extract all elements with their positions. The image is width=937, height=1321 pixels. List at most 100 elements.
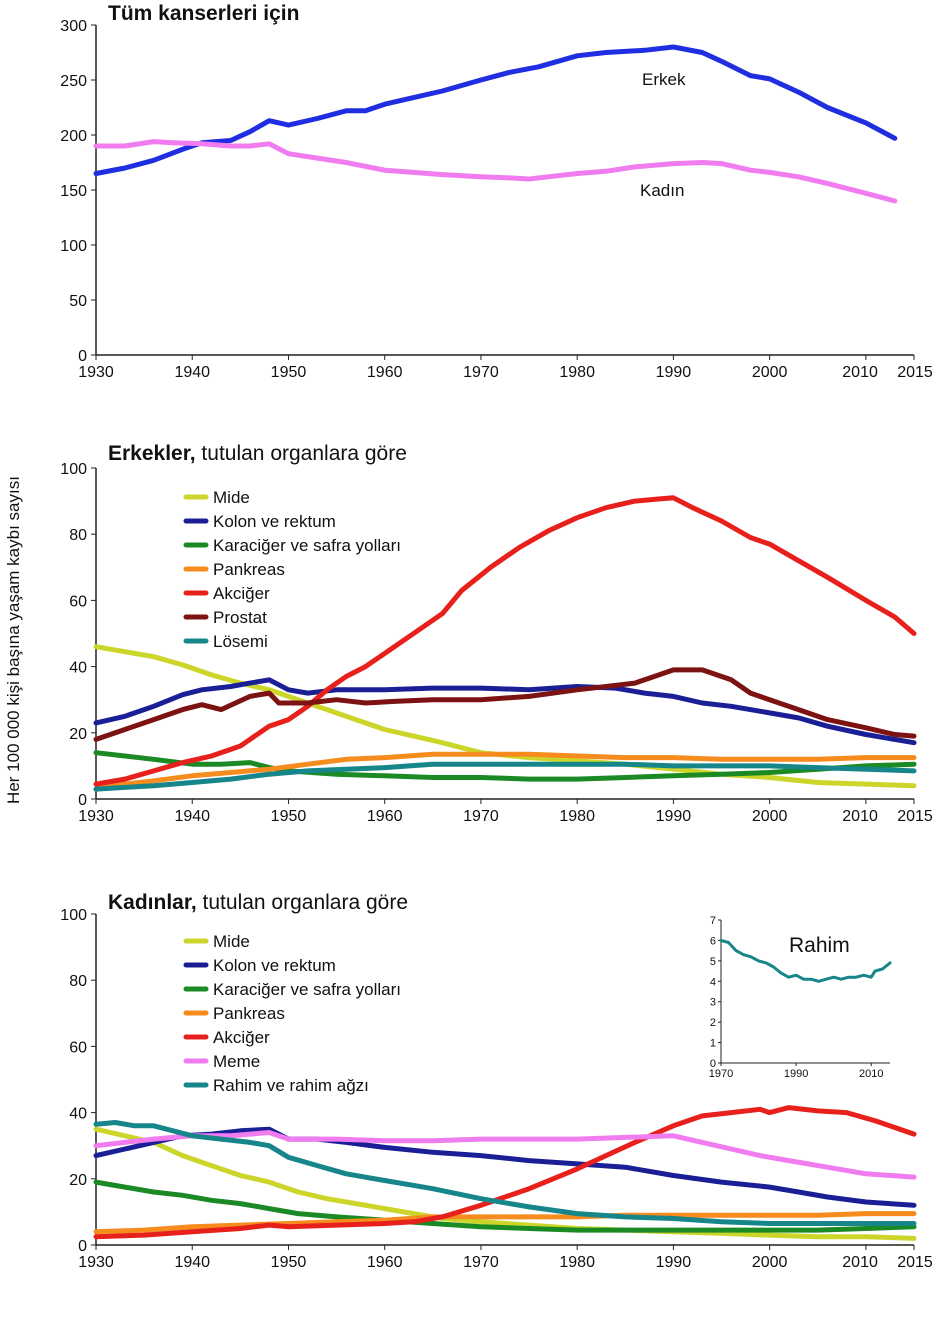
chart-title-rest: tutulan organlara göre: [196, 442, 407, 465]
y-tick-label: 0: [78, 792, 87, 809]
chart-panel-1: Tüm kanserleri için 0 50 100 150 200 250 300 193…: [60, 2, 933, 381]
x-tick-label: 2000: [752, 1254, 788, 1271]
series-line-akci-er: [93, 1105, 917, 1240]
y-tick-label: 250: [60, 73, 87, 90]
x-tick-label: 2015: [897, 808, 933, 825]
legend-label: Mide: [213, 488, 250, 507]
x-tick-label: 1990: [656, 1254, 692, 1271]
y-tick-label: 300: [60, 18, 87, 35]
series-line-kad-n: [93, 139, 898, 204]
series-line-akci-er: [93, 495, 917, 787]
x-tick-label: 1950: [271, 1254, 307, 1271]
legend-label: Akciğer: [213, 1028, 270, 1047]
legend-label: Kolon ve rektum: [213, 512, 336, 531]
x-tick-label: 1990: [656, 808, 692, 825]
y-tick-label: 5: [710, 956, 716, 968]
x-tick-label: 1960: [367, 364, 403, 381]
x-tick-label: 1940: [174, 364, 210, 381]
legend-label: Pankreas: [213, 560, 285, 579]
x-tick-label: 1970: [463, 364, 499, 381]
x-tick-label: 1970: [463, 808, 499, 825]
y-tick-label: 7: [710, 915, 716, 927]
y-tick-label: 6: [710, 935, 716, 947]
y-tick-label: 100: [60, 238, 87, 255]
y-tick-label: 20: [69, 726, 87, 743]
chart-title-bold: Erkekler,: [108, 442, 196, 465]
inset-title: Rahim: [789, 934, 850, 957]
x-tick-label: 1940: [174, 1254, 210, 1271]
chart-title: Tüm kanserleri için: [108, 2, 299, 25]
y-tick-label: 150: [60, 183, 87, 200]
y-tick-label: 20: [69, 1172, 87, 1189]
legend-label: Pankreas: [213, 1004, 285, 1023]
legend-label: Lösemi: [213, 632, 268, 651]
chart-title: Erkekler, tutulan organlara göre: [108, 442, 407, 465]
chart-title: Kadınlar, tutulan organlara göre: [108, 891, 408, 914]
series-line-rahim: [719, 938, 892, 983]
x-tick-label: 1960: [367, 1254, 403, 1271]
x-tick-label: 1940: [174, 808, 210, 825]
x-tick-label: 1970: [463, 1254, 499, 1271]
legend-label: Mide: [213, 932, 250, 951]
y-tick-label: 4: [710, 976, 716, 988]
series-line-karaci-er-ve-safra-yollar-: [93, 750, 917, 782]
y-tick-label: 0: [78, 1238, 87, 1255]
y-tick-label: 3: [710, 997, 716, 1009]
x-tick-label: 2010: [842, 808, 878, 825]
legend-label: Karaciğer ve safra yolları: [213, 536, 401, 555]
x-tick-label: 1930: [78, 364, 114, 381]
x-tick-label: 1950: [271, 364, 307, 381]
legend-label: Prostat: [213, 608, 267, 627]
y-tick-label: 40: [69, 1106, 87, 1123]
x-tick-label: 2010: [859, 1068, 883, 1080]
series-line-karaci-er-ve-safra-yollar-: [93, 1179, 917, 1233]
x-tick-label: 2000: [752, 364, 788, 381]
y-tick-label: 0: [78, 348, 87, 365]
chart-panel-3: Kadınlar, tutulan organlara göre02040608…: [60, 891, 933, 1271]
series-line-pankreas: [93, 751, 917, 792]
y-tick-label: 200: [60, 128, 87, 145]
series-line-prostat: [93, 667, 917, 742]
y-tick-label: 80: [69, 527, 87, 544]
x-tick-label: 2010: [842, 1254, 878, 1271]
y-tick-label: 50: [69, 293, 87, 310]
chart-title-bold: Tüm kanserleri için: [108, 2, 299, 25]
x-tick-label: 1970: [709, 1068, 733, 1080]
series-label: Erkek: [642, 70, 686, 89]
chart-title-bold: Kadınlar,: [108, 891, 197, 914]
x-tick-label: 2000: [752, 808, 788, 825]
legend: Mide Kolon ve rektum Karaciğer ve safra yo…: [183, 488, 401, 651]
x-tick-label: 1980: [559, 1254, 595, 1271]
x-tick-label: 2010: [842, 364, 878, 381]
x-tick-label: 1990: [784, 1068, 808, 1080]
series-line-kolon-ve-rektum: [93, 677, 917, 746]
x-tick-label: 1980: [559, 808, 595, 825]
legend: Mide Kolon ve rektum Karaciğer ve safra yo…: [183, 932, 401, 1095]
y-tick-label: 100: [60, 461, 87, 478]
legend-label: Karaciğer ve safra yolları: [213, 980, 401, 999]
series-line-rahim-ve-rahim-a-z-: [93, 1120, 917, 1226]
legend-label: Kolon ve rektum: [213, 956, 336, 975]
y-tick-label: 100: [60, 907, 87, 924]
chart-title-rest: tutulan organlara göre: [197, 891, 408, 914]
y-tick-label: 0: [710, 1058, 716, 1070]
series-line-mide: [93, 1126, 917, 1241]
legend-label: Meme: [213, 1052, 260, 1071]
x-tick-label: 1980: [559, 364, 595, 381]
y-tick-label: 40: [69, 660, 87, 677]
x-tick-label: 2015: [897, 1254, 933, 1271]
series-line-pankreas: [93, 1211, 917, 1235]
y-tick-label: 80: [69, 973, 87, 990]
x-tick-label: 1990: [656, 364, 692, 381]
y-tick-label: 60: [69, 1039, 87, 1056]
x-tick-label: 1950: [271, 808, 307, 825]
y-tick-label: 2: [710, 1017, 716, 1029]
series-label: Kadın: [640, 181, 684, 200]
x-tick-label: 1930: [78, 1254, 114, 1271]
inset-chart: 0 1 2 3 4 5 6 7 1970 1990 2010 Rahim: [709, 915, 892, 1080]
series-line-l-semi: [93, 761, 917, 792]
y-tick-label: 1: [710, 1038, 716, 1050]
x-tick-label: 1960: [367, 808, 403, 825]
y-tick-label: 60: [69, 593, 87, 610]
